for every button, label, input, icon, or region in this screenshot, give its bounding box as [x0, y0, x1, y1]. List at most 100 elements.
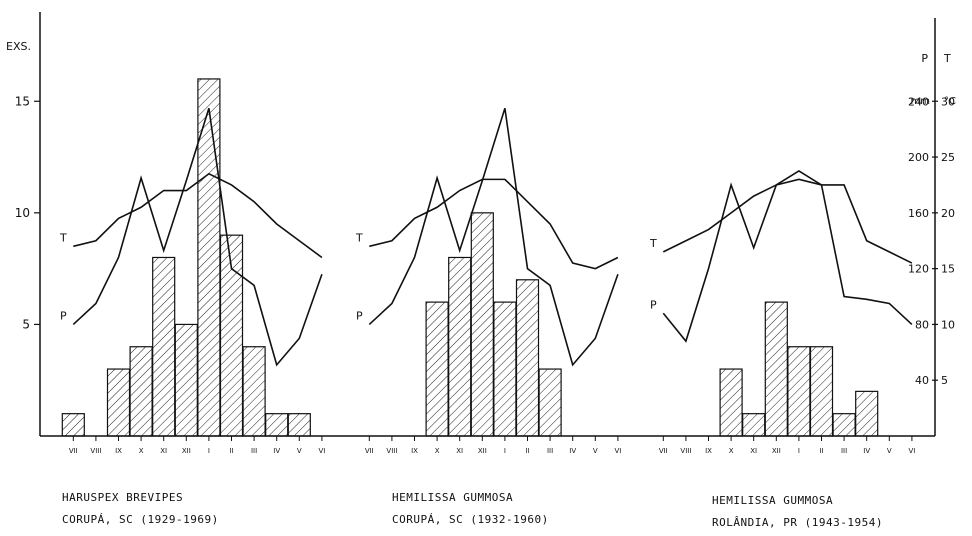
- right-axis-t-tick-label: 15: [941, 263, 955, 276]
- month-tick-label: X: [139, 447, 144, 455]
- bar: [470, 212, 494, 437]
- left-axis-tick-label: 10: [15, 206, 30, 220]
- month-tick-label: II: [525, 447, 529, 455]
- right-axis-p-tick-label: 240: [908, 95, 929, 108]
- month-tick-label: VI: [908, 447, 915, 455]
- panel-3-species: HEMILISSA GUMMOSA: [712, 494, 834, 507]
- panel-1-locality: CORUPÁ, SC (1929-1969): [62, 513, 219, 526]
- right-axis-p-tick-label: 80: [915, 318, 929, 331]
- left-axis-label: EXS.: [6, 40, 31, 53]
- temperature-line-label: T: [649, 237, 657, 250]
- month-tick-label: XII: [478, 447, 487, 455]
- panel-2-locality: CORUPÁ, SC (1932-1960): [392, 513, 549, 526]
- month-tick-label: V: [297, 447, 302, 455]
- month-tick-label: VIII: [680, 447, 691, 455]
- month-tick-label: V: [887, 447, 892, 455]
- panel-3-caption: HEMILISSA GUMMOSA ROLÂNDIA, PR (1943-195…: [712, 490, 883, 534]
- bar: [832, 413, 856, 437]
- left-axis-ticks: 5 10 15: [15, 94, 40, 331]
- month-tick-label: IV: [863, 447, 870, 455]
- right-axis-t-tick-label: 10: [941, 318, 955, 331]
- month-tick-label: XI: [160, 447, 167, 455]
- right-axis-p-tick-label: 200: [908, 151, 929, 164]
- right-axis-t-tick-label: 30: [941, 95, 955, 108]
- month-tick-label: VII: [659, 447, 668, 455]
- panel-1-species: HARUSPEX BREVIPES: [62, 491, 184, 504]
- right-axis-t-tick-label: 25: [941, 151, 955, 164]
- bar: [242, 346, 266, 437]
- left-axis-tick-label: 15: [15, 94, 30, 108]
- month-tick-label: VI: [614, 447, 621, 455]
- month-tick-label: VII: [365, 447, 374, 455]
- month-tick-label: XII: [182, 447, 191, 455]
- month-tick-label: I: [798, 447, 800, 455]
- month-tick-label: XI: [456, 447, 463, 455]
- temperature-line-label: T: [59, 231, 67, 244]
- panel-1-caption: HARUSPEX BREVIPES CORUPÁ, SC (1929-1969): [62, 487, 219, 531]
- bar: [129, 346, 153, 437]
- month-tick-label: II: [819, 447, 823, 455]
- month-tick-label: I: [208, 447, 210, 455]
- temperature-line: [662, 178, 913, 264]
- right-axis-t-tick-label: 5: [941, 374, 948, 387]
- bar: [106, 368, 131, 437]
- bar: [265, 413, 289, 437]
- bar: [742, 413, 766, 437]
- month-tick-label: X: [729, 447, 734, 455]
- bar: [287, 413, 311, 437]
- temperature-line: [369, 178, 619, 270]
- right-axis-p-tick-label: 160: [908, 207, 929, 220]
- bar: [719, 368, 743, 437]
- precipitation-line: [72, 107, 323, 367]
- panel-2-caption: HEMILISSA GUMMOSA CORUPÁ, SC (1932-1960): [392, 487, 549, 531]
- month-tick-label: IX: [411, 447, 418, 455]
- right-axis-t-tick-label: 20: [941, 207, 955, 220]
- right-axis-t-label: T: [943, 52, 951, 65]
- panel-2-species: HEMILISSA GUMMOSA: [392, 491, 514, 504]
- temperature-line-label: T: [355, 231, 363, 244]
- month-tick-label: III: [841, 447, 847, 455]
- precipitation-line-label: P: [356, 309, 363, 322]
- month-tick-label: III: [547, 447, 553, 455]
- bar: [515, 279, 540, 437]
- precipitation-line-label: P: [60, 309, 67, 322]
- left-axis-tick-label: 5: [22, 317, 30, 331]
- bar: [448, 256, 472, 437]
- bar: [493, 301, 517, 437]
- right-axis-p-label: P: [921, 52, 928, 65]
- bar: [855, 390, 879, 437]
- bar: [152, 256, 176, 437]
- month-tick-label: II: [229, 447, 233, 455]
- bar: [61, 413, 85, 437]
- bar: [425, 301, 449, 437]
- month-tick-label: X: [435, 447, 440, 455]
- month-tick-label: VIII: [386, 447, 397, 455]
- month-tick-label: IV: [273, 447, 280, 455]
- right-axis-p-tick-label: 120: [908, 263, 929, 276]
- bar: [174, 323, 198, 437]
- month-tick-label: XII: [772, 447, 781, 455]
- month-tick-label: XI: [750, 447, 757, 455]
- month-tick-label: III: [251, 447, 257, 455]
- right-axis-ticks: 40 5 80 10 120 15 160 20 200 25 240 30: [908, 95, 955, 387]
- panel-3-locality: ROLÂNDIA, PR (1943-1954): [712, 516, 883, 529]
- month-tick-label: IX: [705, 447, 712, 455]
- month-tick-label: I: [504, 447, 506, 455]
- bar: [538, 368, 562, 437]
- bar: [764, 301, 788, 437]
- month-tick-label: VII: [69, 447, 78, 455]
- precipitation-line: [662, 170, 913, 343]
- month-tick-label: IV: [569, 447, 576, 455]
- right-axis-p-tick-label: 40: [915, 374, 929, 387]
- month-tick-label: VIII: [90, 447, 101, 455]
- bar: [787, 346, 811, 437]
- right-axis-t-unit: °C: [944, 96, 956, 107]
- precipitation-line-label: P: [650, 298, 657, 311]
- temperature-line: [73, 172, 323, 259]
- right-axis-p-unit: mm: [911, 96, 930, 107]
- month-tick-label: V: [593, 447, 598, 455]
